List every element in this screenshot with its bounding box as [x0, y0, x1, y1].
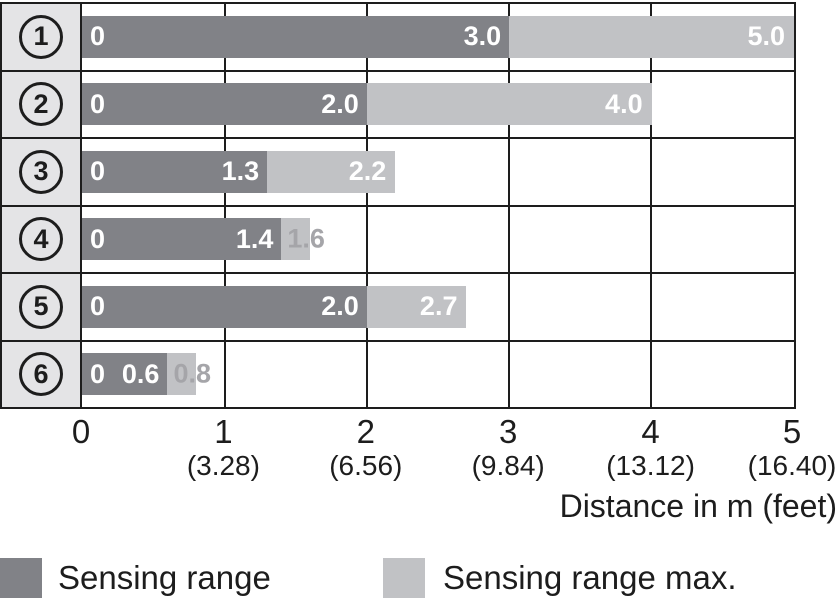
- chart-row: 5 0 2.0 2.7: [2, 272, 794, 340]
- bar-range-value: 3.0: [463, 21, 502, 52]
- row-number-circle: 4: [19, 217, 63, 262]
- bar: 0 1.3 2.2: [82, 150, 794, 193]
- bar: 0 2.0 4.0: [82, 83, 794, 126]
- bar-sensing-range: 0 1.3: [82, 150, 268, 193]
- bar-zero-label: 0: [90, 21, 106, 52]
- row-plot-area: 0 2.0 2.7: [82, 274, 794, 340]
- bar-range-value: 1.3: [221, 156, 260, 187]
- x-axis-tick: 4 (13.12): [606, 412, 695, 480]
- x-axis: 0 1 (3.28) 2 (6.56) 3 (9.84) 4 (13.12) 5 (16.40): [0, 412, 840, 490]
- bar-zero-label: 0: [90, 358, 106, 389]
- bar-sensing-range-max: 4.0: [366, 83, 652, 126]
- chart-frame: 1 0 3.0 5.0 2 0 2.0 4.0 3 0 1.3 2.2 4 0 1.4 1.6 5 0 2.0 2.7…: [0, 2, 796, 409]
- row-number-circle: 2: [19, 82, 63, 127]
- tick-feet-label: (3.28): [186, 450, 260, 481]
- legend-swatch-sensing-range: [0, 558, 42, 598]
- bar-range-value: 2.0: [321, 291, 359, 322]
- bar-sensing-range: 0 0.6: [82, 353, 168, 396]
- tick-meters-label: 1: [214, 413, 233, 450]
- bar-range-value: 0.6: [121, 358, 160, 389]
- legend-swatch-sensing-range-max: [383, 558, 425, 598]
- bar-max-value: 2.7: [419, 291, 458, 322]
- row-number-circle: 1: [19, 14, 63, 59]
- row-number-circle: 3: [19, 149, 63, 194]
- bar-sensing-range: 0 3.0: [82, 15, 510, 58]
- x-axis-tick: 2 (6.56): [329, 412, 402, 480]
- legend-label-sensing-range: Sensing range: [58, 559, 271, 596]
- row-label-cell: 3: [2, 139, 82, 205]
- bar: 0 1.4 1.6: [82, 218, 794, 261]
- bar-sensing-range-max: 2.2: [267, 150, 396, 193]
- row-label-cell: 2: [2, 71, 82, 137]
- x-axis-tick: 3 (9.84): [472, 412, 545, 480]
- bar-zero-label: 0: [90, 291, 106, 322]
- bar-range-value: 2.0: [321, 88, 359, 119]
- row-label-cell: 6: [2, 341, 82, 407]
- row-plot-area: 0 1.4 1.6: [82, 206, 794, 272]
- tick-meters-label: 0: [71, 413, 91, 450]
- bar: 0 3.0 5.0: [82, 15, 794, 58]
- row-label-cell: 4: [2, 206, 82, 272]
- tick-feet-label: (13.12): [606, 450, 695, 481]
- x-axis-tick: 5 (16.40): [748, 412, 837, 480]
- row-plot-area: 0 2.0 4.0: [82, 71, 794, 137]
- x-axis-tick: 0: [72, 412, 90, 452]
- bar-sensing-range: 0 1.4: [82, 218, 282, 261]
- bar-zero-label: 0: [90, 88, 106, 119]
- legend: Sensing range Sensing range max.: [0, 556, 840, 600]
- chart-row: 1 0 3.0 5.0: [2, 4, 794, 70]
- bar-sensing-range-max: [281, 218, 310, 261]
- row-label-cell: 1: [2, 4, 82, 70]
- bar-max-value: 5.0: [747, 21, 785, 52]
- bar-zero-label: 0: [90, 156, 106, 187]
- bar-max-value: 2.2: [348, 156, 387, 187]
- chart-row: 2 0 2.0 4.0: [2, 69, 794, 137]
- bar: 0 2.0 2.7: [82, 285, 794, 328]
- tick-meters-label: 4: [641, 413, 660, 450]
- tick-feet-label: (6.56): [329, 450, 403, 481]
- row-plot-area: 0 1.3 2.2: [82, 139, 794, 205]
- bar-max-value: 0.8: [173, 358, 211, 389]
- row-number-circle: 6: [19, 352, 63, 397]
- row-label-cell: 5: [2, 274, 82, 340]
- tick-feet-label: (9.84): [471, 450, 545, 481]
- x-axis-title: Distance in m (feet): [559, 488, 837, 524]
- bar-sensing-range: 0 2.0: [82, 285, 367, 328]
- row-plot-area: 0 0.6 0.8: [82, 341, 794, 407]
- bar-sensing-range-max: 2.7: [366, 285, 467, 328]
- bar-zero-label: 0: [90, 223, 106, 254]
- bar-range-value: 1.4: [235, 223, 274, 254]
- bar-max-value: 1.6: [287, 223, 325, 254]
- bar-sensing-range-max: [167, 353, 196, 396]
- bar-sensing-range: 0 2.0: [82, 83, 367, 126]
- x-axis-tick: 1 (3.28): [187, 412, 260, 480]
- tick-meters-label: 5: [782, 413, 802, 450]
- chart-row: 4 0 1.4 1.6: [2, 204, 794, 272]
- row-number-circle: 5: [19, 284, 63, 329]
- tick-meters-label: 2: [356, 413, 375, 450]
- legend-label-sensing-range-max: Sensing range max.: [443, 559, 737, 596]
- chart-row: 3 0 1.3 2.2: [2, 137, 794, 205]
- tick-feet-label: (16.40): [747, 450, 837, 481]
- tick-meters-label: 3: [499, 413, 518, 450]
- bar-max-value: 4.0: [605, 88, 643, 119]
- bar-sensing-range-max: 5.0: [509, 15, 794, 58]
- bar: 0 0.6 0.8: [82, 353, 794, 396]
- chart-row: 6 0 0.6 0.8: [2, 339, 794, 407]
- row-plot-area: 0 3.0 5.0: [82, 4, 794, 70]
